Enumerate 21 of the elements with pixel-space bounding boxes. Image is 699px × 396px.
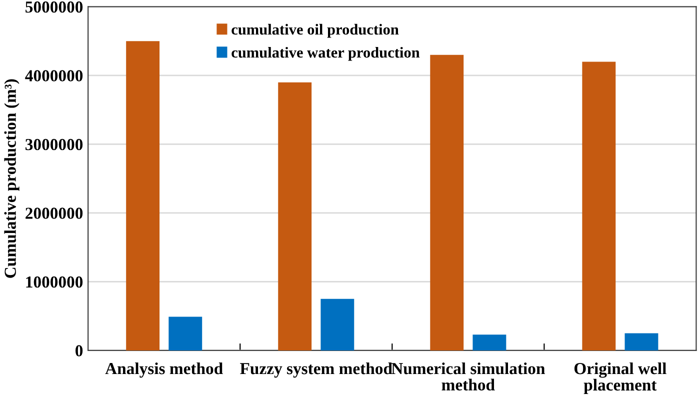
- y-tick-label: 0: [76, 345, 83, 356]
- y-tick-label: 3000000: [26, 138, 83, 150]
- bar: [126, 41, 160, 350]
- bar: [278, 82, 312, 350]
- bar: [430, 54, 464, 350]
- y-tick-label: 5000000: [26, 1, 83, 13]
- bar: [168, 316, 202, 350]
- y-tick-label: 1000000: [26, 276, 83, 288]
- x-tick-label: Analysis method: [105, 362, 223, 378]
- bar: [582, 62, 616, 350]
- bar: [624, 333, 658, 350]
- y-tick-label: 2000000: [26, 208, 83, 219]
- legend-label: cumulative oil production: [232, 24, 399, 38]
- x-tick-label: Numerical simulation method: [391, 362, 545, 390]
- bar: [320, 298, 354, 350]
- legend-label: cumulative water production: [232, 46, 420, 61]
- y-axis-title: Cumulative production (m³): [4, 79, 20, 278]
- bar: [472, 334, 506, 350]
- y-tick-label: 4000000: [25, 70, 83, 82]
- x-tick-label: Fuzzy system method: [240, 362, 392, 378]
- x-tick-label: Original well placement: [574, 362, 666, 394]
